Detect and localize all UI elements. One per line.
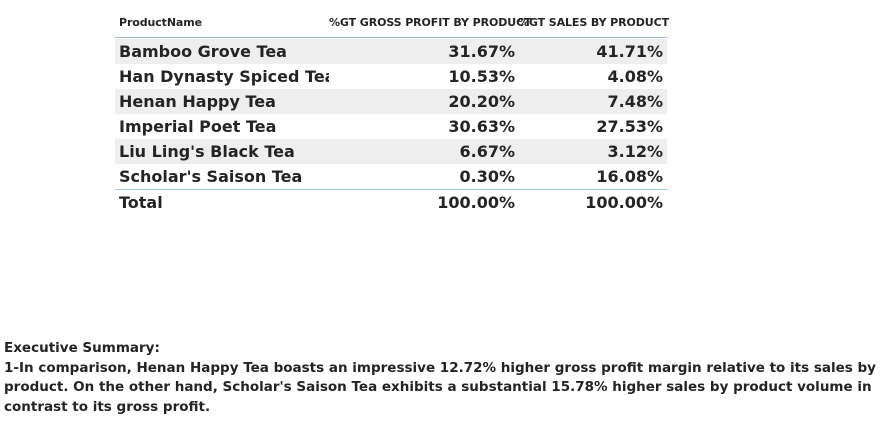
table-row: Han Dynasty Spiced Tea 10.53% 4.08% [115,64,667,89]
header-gross-profit[interactable]: %GT GROSS PROFIT BY PRODUCT [329,16,532,29]
total-label: Total [119,193,163,212]
total-gross-profit: 100.00% [437,193,515,212]
cell-product-name: Scholar's Saison Tea [119,167,303,186]
table-row: Henan Happy Tea 20.20% 7.48% [115,89,667,114]
cell-sales: 41.71% [596,42,663,61]
executive-summary: Executive Summary: 1-In comparison, Hena… [4,339,884,417]
cell-sales: 3.12% [607,142,663,161]
table-row: Liu Ling's Black Tea 6.67% 3.12% [115,139,667,164]
cell-sales: 4.08% [607,67,663,86]
table-total-row: Total 100.00% 100.00% [115,189,667,215]
cell-product-name: Henan Happy Tea [119,92,276,111]
table-row: Bamboo Grove Tea 31.67% 41.71% [115,39,667,64]
cell-product-name: Imperial Poet Tea [119,117,277,136]
header-product-name[interactable]: ProductName [119,16,202,29]
table-header: ProductName %GT GROSS PROFIT BY PRODUCT … [115,8,670,38]
table-row: Scholar's Saison Tea 0.30% 16.08% [115,164,667,189]
cell-sales: 16.08% [596,167,663,186]
summary-title: Executive Summary: [4,340,160,356]
header-sales[interactable]: %GT SALES BY PRODUCT [518,16,670,29]
cell-gross-profit: 10.53% [448,67,515,86]
cell-gross-profit: 31.67% [448,42,515,61]
product-table: ProductName %GT GROSS PROFIT BY PRODUCT … [115,8,670,215]
table-body: Bamboo Grove Tea 31.67% 41.71% Han Dynas… [115,38,667,189]
cell-gross-profit: 20.20% [448,92,515,111]
cell-product-name: Liu Ling's Black Tea [119,142,295,161]
cell-gross-profit: 30.63% [448,117,515,136]
total-sales: 100.00% [585,193,663,212]
summary-text: 1-In comparison, Henan Happy Tea boasts … [4,359,876,415]
cell-product-name: Bamboo Grove Tea [119,42,287,61]
cell-sales: 27.53% [596,117,663,136]
cell-sales: 7.48% [607,92,663,111]
cell-gross-profit: 6.67% [459,142,515,161]
cell-gross-profit: 0.30% [459,167,515,186]
cell-product-name: Han Dynasty Spiced Tea [119,67,329,86]
table-row: Imperial Poet Tea 30.63% 27.53% [115,114,667,139]
